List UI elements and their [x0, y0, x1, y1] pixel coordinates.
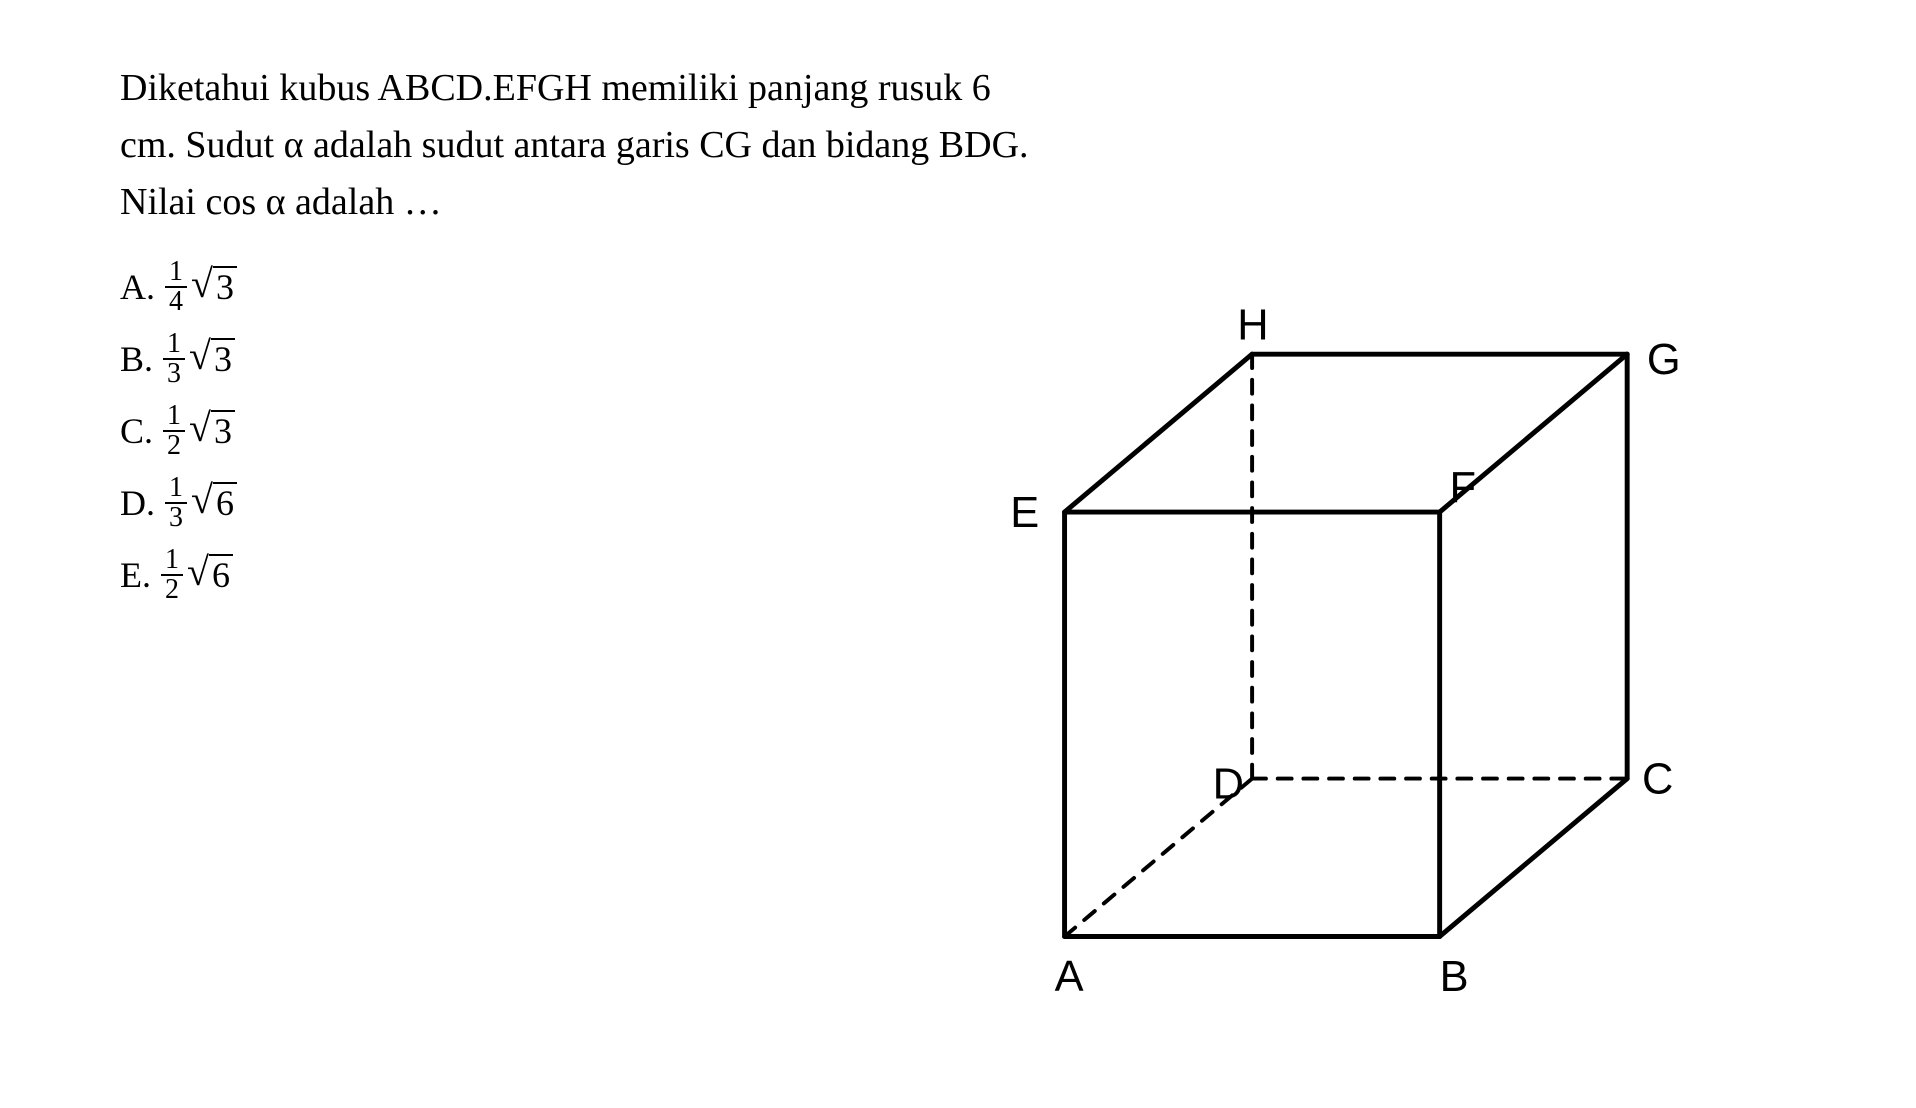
sqrt-symbol: √ — [191, 266, 213, 302]
option-d-radicand: 6 — [213, 482, 237, 524]
sqrt-symbol: √ — [189, 410, 211, 446]
sqrt-symbol: √ — [191, 482, 213, 518]
cube-edge-HE — [1065, 354, 1253, 512]
sqrt-symbol: √ — [187, 554, 209, 590]
problem-line-1: Diketahui kubus ABCD.EFGH memiliki panja… — [120, 60, 1796, 117]
option-e-fraction: 1 2 — [161, 546, 183, 604]
option-e-numerator: 1 — [161, 546, 183, 576]
cube-diagram: A B C D E F G H — [956, 300, 1716, 1040]
option-b-letter: B. — [120, 338, 153, 380]
option-c-radicand: 3 — [211, 410, 235, 452]
cube-svg: A B C D E F G H — [956, 300, 1716, 1040]
problem-statement: Diketahui kubus ABCD.EFGH memiliki panja… — [120, 60, 1796, 231]
cube-vertex-label-E: E — [1010, 489, 1039, 537]
option-c-letter: C. — [120, 410, 153, 452]
option-b-radicand: 3 — [211, 338, 235, 380]
option-b-numerator: 1 — [163, 330, 185, 360]
cube-vertex-label-G: G — [1647, 336, 1681, 384]
option-b-denominator: 3 — [163, 360, 185, 388]
option-a-sqrt: √ 3 — [191, 266, 237, 308]
problem-line-2: cm. Sudut α adalah sudut antara garis CG… — [120, 117, 1796, 174]
option-c-fraction: 1 2 — [163, 402, 185, 460]
cube-vertex-label-C: C — [1642, 755, 1673, 803]
sqrt-symbol: √ — [189, 338, 211, 374]
option-c-numerator: 1 — [163, 402, 185, 432]
option-d-numerator: 1 — [165, 474, 187, 504]
option-b-fraction: 1 3 — [163, 330, 185, 388]
option-a-fraction: 1 4 — [165, 258, 187, 316]
cube-vertex-label-H: H — [1237, 301, 1268, 349]
problem-line-3: Nilai cos α adalah … — [120, 174, 1796, 231]
cube-edge-BC — [1440, 779, 1628, 937]
option-e-radicand: 6 — [209, 554, 233, 596]
option-e-denominator: 2 — [161, 576, 183, 604]
cube-vertex-label-F: F — [1450, 464, 1477, 512]
option-d-sqrt: √ 6 — [191, 482, 237, 524]
cube-edges-group — [1065, 354, 1628, 936]
option-a-letter: A. — [120, 266, 155, 308]
cube-vertex-label-B: B — [1440, 953, 1469, 1001]
option-a-denominator: 4 — [165, 288, 187, 316]
option-e-sqrt: √ 6 — [187, 554, 233, 596]
option-d-letter: D. — [120, 482, 155, 524]
cube-vertex-label-D: D — [1213, 760, 1244, 808]
option-d-denominator: 3 — [165, 504, 187, 532]
option-c-sqrt: √ 3 — [189, 410, 235, 452]
option-a-numerator: 1 — [165, 258, 187, 288]
question-container: Diketahui kubus ABCD.EFGH memiliki panja… — [120, 60, 1796, 1048]
option-b-sqrt: √ 3 — [189, 338, 235, 380]
option-c-denominator: 2 — [163, 432, 185, 460]
option-e-letter: E. — [120, 554, 151, 596]
option-d-fraction: 1 3 — [165, 474, 187, 532]
option-a-radicand: 3 — [213, 266, 237, 308]
cube-vertex-label-A: A — [1055, 953, 1084, 1001]
